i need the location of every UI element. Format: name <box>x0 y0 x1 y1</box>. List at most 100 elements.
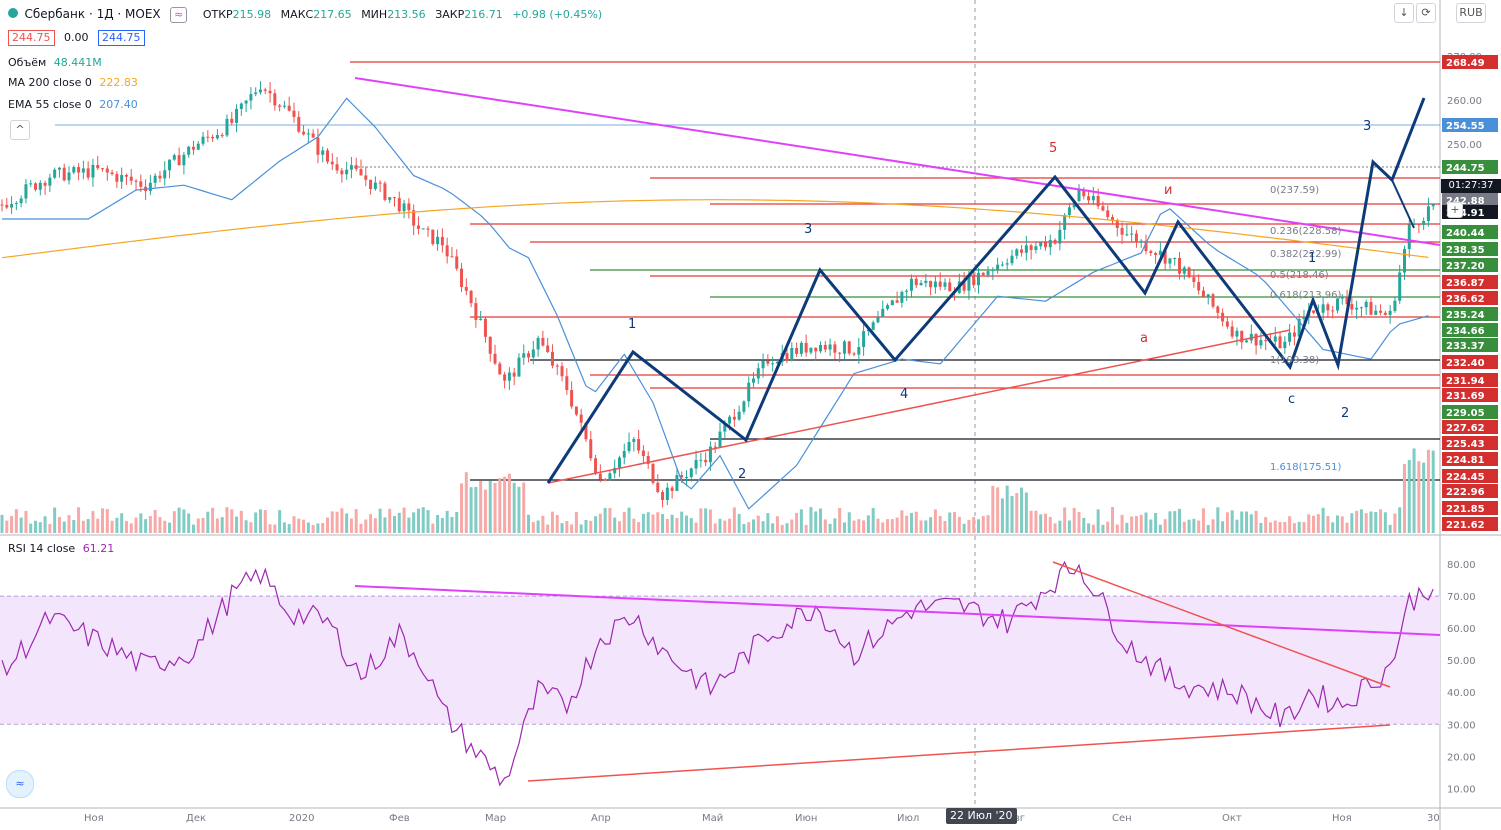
candle-body <box>1431 203 1435 207</box>
candle-body <box>1197 282 1201 291</box>
volume-bar <box>1340 516 1344 533</box>
volume-bar <box>617 521 621 533</box>
volume-bar <box>627 507 631 533</box>
volume-bar <box>1087 523 1091 533</box>
time-tick-label: Мар <box>485 813 506 824</box>
candle-body <box>914 278 918 286</box>
price-label-red: 268.49 <box>1446 58 1485 69</box>
countdown-label: 01:27:37 <box>1441 179 1501 193</box>
candle-body <box>1297 318 1301 337</box>
volume-bar <box>780 524 784 533</box>
candle-body <box>29 183 33 185</box>
candle-body <box>306 133 310 135</box>
volume-bar <box>483 489 487 533</box>
candle-body <box>637 439 641 451</box>
collapse-legend-button[interactable]: ^ <box>10 120 30 140</box>
volume-bar <box>531 522 535 533</box>
volume-bar <box>1058 520 1062 533</box>
volume-bar <box>905 515 909 533</box>
candle-body <box>1201 290 1205 297</box>
time-tick-label: Апр <box>591 813 611 824</box>
ema-value: 207.40 <box>99 98 138 111</box>
volume-bar <box>407 517 411 533</box>
volume-bar <box>670 514 674 533</box>
volume-bar <box>766 513 770 533</box>
candle-body <box>321 150 325 155</box>
volume-bar <box>833 518 837 533</box>
candle-body <box>560 366 564 377</box>
volume-bar <box>948 512 952 533</box>
volume-bar <box>962 523 966 533</box>
volume-bar <box>393 516 397 533</box>
volume-bar <box>1331 522 1335 533</box>
candle-body <box>340 170 344 175</box>
candle-body <box>483 318 487 337</box>
volume-bar <box>933 509 937 533</box>
candle-body <box>273 93 277 106</box>
tradingview-logo-icon[interactable]: ≈ <box>6 770 34 798</box>
candle-body <box>823 344 827 350</box>
volume-bar <box>775 516 779 533</box>
sell-button[interactable]: 244.75 <box>8 30 55 46</box>
volume-bar <box>479 480 483 533</box>
candle-body <box>962 281 966 291</box>
candle-body <box>81 168 85 173</box>
price-label-red: 232.40 <box>1446 358 1485 369</box>
candle-body <box>594 458 598 474</box>
time-tick-label: Дек <box>186 813 206 824</box>
volume-bar <box>1134 516 1138 533</box>
candle-body <box>292 110 296 117</box>
candle-body <box>67 172 71 181</box>
candle-body <box>282 105 286 107</box>
wave-label: 2 <box>738 467 746 482</box>
buy-button[interactable]: 244.75 <box>98 30 145 46</box>
volume-bar <box>1216 507 1220 533</box>
price-label-red: 231.69 <box>1446 391 1485 402</box>
time-tick-label: Июн <box>795 813 817 824</box>
price-label-bg <box>1442 373 1498 387</box>
candle-body <box>196 143 200 150</box>
compare-icon[interactable]: ≈ <box>170 7 188 23</box>
volume-bar <box>440 517 444 533</box>
volume-bar <box>522 482 526 533</box>
candle-body <box>847 341 851 354</box>
volume-bar <box>809 507 813 533</box>
volume-bar <box>1312 515 1316 533</box>
add-alert-icon[interactable]: + <box>1447 202 1463 218</box>
volume-bar <box>1053 523 1057 533</box>
ohlc-high: 217.65 <box>313 8 352 21</box>
price-label-bg <box>1442 452 1498 466</box>
time-tick-label: Сен <box>1112 813 1132 824</box>
candle-body <box>728 416 732 424</box>
candle-body <box>684 477 688 479</box>
candle-body <box>1259 340 1263 346</box>
candle-body <box>713 446 717 448</box>
candle-body <box>517 357 521 377</box>
currency-button[interactable]: RUB <box>1456 3 1486 23</box>
volume-bar <box>1082 517 1086 533</box>
candle-body <box>991 269 995 272</box>
volume-bar <box>507 473 511 533</box>
candle-body <box>10 204 14 208</box>
candle-body <box>1182 267 1186 274</box>
candle-body <box>1264 340 1268 342</box>
candle-body <box>311 133 315 138</box>
volume-bar <box>258 509 262 533</box>
volume-bar <box>302 519 306 533</box>
volume-bar <box>608 507 612 533</box>
volume-bar <box>297 518 301 533</box>
volume-bar <box>1101 524 1105 533</box>
volume-bar <box>1221 521 1225 533</box>
volume-bar <box>1268 522 1272 533</box>
volume-bar <box>503 476 507 533</box>
candle-body <box>1067 207 1071 215</box>
wave-label: 3 <box>804 222 812 237</box>
refresh-icon[interactable]: ⟳ <box>1416 3 1436 23</box>
volume-bar <box>1201 508 1205 533</box>
symbol-title[interactable]: Сбербанк · 1Д · MOEX <box>24 7 161 21</box>
ohlc-low: 213.56 <box>387 8 426 21</box>
price-label-bg <box>1442 118 1498 132</box>
arrow-down-icon[interactable]: ↓ <box>1394 3 1414 23</box>
volume-bar <box>900 510 904 533</box>
